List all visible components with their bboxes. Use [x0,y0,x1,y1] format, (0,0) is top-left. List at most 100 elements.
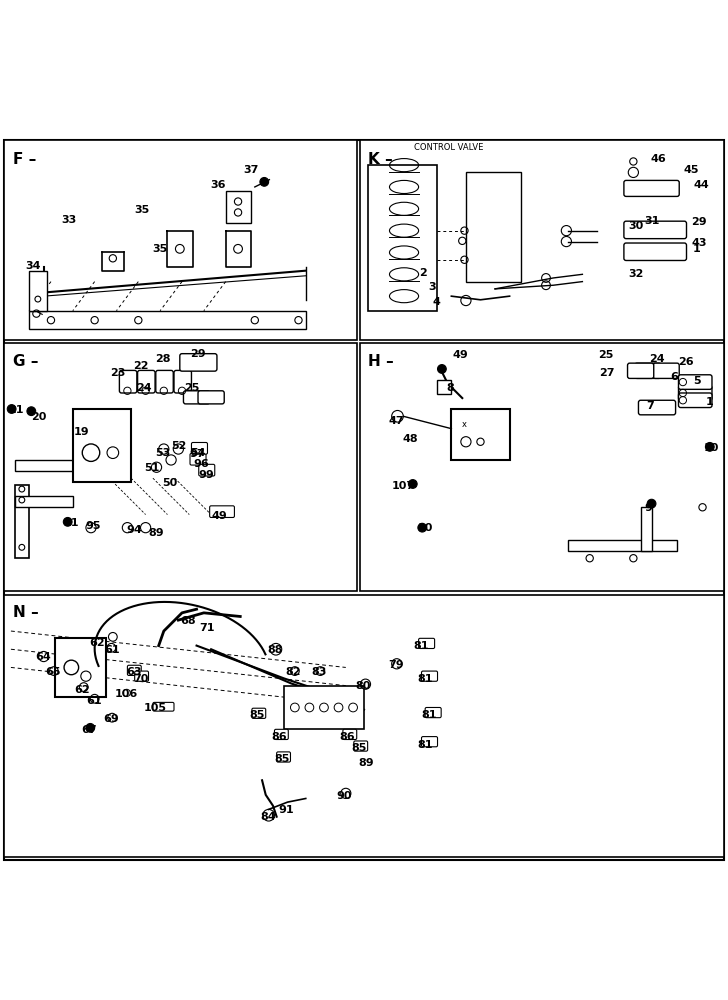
FancyBboxPatch shape [127,665,141,675]
Text: 85: 85 [351,743,367,753]
Text: 54: 54 [190,448,206,458]
Circle shape [408,480,417,488]
Text: 1: 1 [693,244,700,254]
Text: 65: 65 [45,667,61,677]
Bar [641,507,652,551]
FancyBboxPatch shape [174,370,191,393]
Text: 69: 69 [103,714,119,724]
Bar [284,686,364,729]
Text: 64: 64 [35,652,51,662]
Text: 95: 95 [85,521,101,531]
FancyBboxPatch shape [199,464,215,476]
Text: 36: 36 [210,180,226,190]
Circle shape [260,177,269,186]
Text: 10: 10 [703,443,719,453]
FancyBboxPatch shape [653,363,679,378]
Text: 90: 90 [336,791,352,801]
FancyBboxPatch shape [678,386,712,400]
Text: 68: 68 [180,616,196,626]
FancyBboxPatch shape [135,671,149,681]
FancyBboxPatch shape [635,363,661,378]
FancyBboxPatch shape [354,741,368,751]
Text: 80: 80 [355,681,371,691]
FancyBboxPatch shape [138,370,155,393]
FancyBboxPatch shape [73,409,131,482]
Circle shape [418,523,427,532]
Text: x: x [462,420,467,429]
FancyBboxPatch shape [55,638,106,697]
Text: 22: 22 [133,361,149,371]
Bar [360,343,724,591]
Text: 61: 61 [104,645,120,655]
Text: 83: 83 [311,667,327,677]
Text: 96: 96 [193,459,209,469]
Text: N –: N – [13,605,39,620]
Bar [29,271,47,311]
FancyBboxPatch shape [153,702,174,711]
Text: 50: 50 [162,478,177,488]
Bar [29,311,306,329]
Bar [4,343,357,591]
Bar [568,540,677,551]
Bar [15,496,73,507]
Text: 81: 81 [414,641,430,651]
Text: 9: 9 [645,503,652,513]
Text: G –: G – [13,354,39,369]
FancyBboxPatch shape [180,354,217,371]
Circle shape [27,407,36,416]
FancyBboxPatch shape [425,707,441,718]
FancyBboxPatch shape [624,221,687,239]
Circle shape [647,499,656,508]
Text: CONTROL VALVE: CONTROL VALVE [414,143,484,152]
FancyBboxPatch shape [624,243,687,260]
Text: 94: 94 [126,525,142,535]
Text: 19: 19 [74,427,90,437]
FancyBboxPatch shape [624,180,679,196]
Text: 84: 84 [261,812,277,822]
Text: 48: 48 [403,434,419,444]
Bar [15,485,29,558]
Text: 24: 24 [649,354,665,364]
Bar [451,409,510,460]
Circle shape [86,723,95,732]
Text: 35: 35 [135,205,149,215]
Text: 81: 81 [417,674,433,684]
Bar [226,191,251,223]
Text: 21: 21 [8,405,24,415]
FancyBboxPatch shape [419,638,435,649]
Text: 35: 35 [153,244,167,254]
Text: 34: 34 [25,261,41,271]
Text: 10: 10 [417,523,433,533]
Text: 70: 70 [132,674,149,684]
Text: 86: 86 [271,732,287,742]
Text: 2: 2 [419,268,427,278]
FancyBboxPatch shape [343,729,357,740]
Text: 44: 44 [693,180,709,190]
Text: F –: F – [13,152,36,167]
Text: 37: 37 [243,165,259,175]
FancyBboxPatch shape [198,391,224,404]
FancyBboxPatch shape [156,370,173,393]
FancyBboxPatch shape [183,391,210,404]
Text: 24: 24 [136,383,152,393]
Text: 20: 20 [31,412,47,422]
Text: 71: 71 [199,623,215,633]
Bar [437,380,451,394]
Bar [368,165,437,311]
Text: 49: 49 [212,511,228,521]
Text: 31: 31 [644,216,660,226]
Text: 91: 91 [278,805,294,815]
Text: 81: 81 [421,710,437,720]
Circle shape [438,365,446,373]
Text: 49: 49 [452,350,468,360]
Text: 21: 21 [63,518,79,528]
Text: 30: 30 [628,221,643,231]
Text: 99: 99 [198,470,214,480]
FancyBboxPatch shape [678,375,712,389]
Text: H –: H – [368,354,393,369]
FancyBboxPatch shape [628,363,654,378]
Text: 25: 25 [598,350,614,360]
FancyBboxPatch shape [678,393,712,408]
Text: 105: 105 [143,703,167,713]
Text: 63: 63 [126,667,142,677]
